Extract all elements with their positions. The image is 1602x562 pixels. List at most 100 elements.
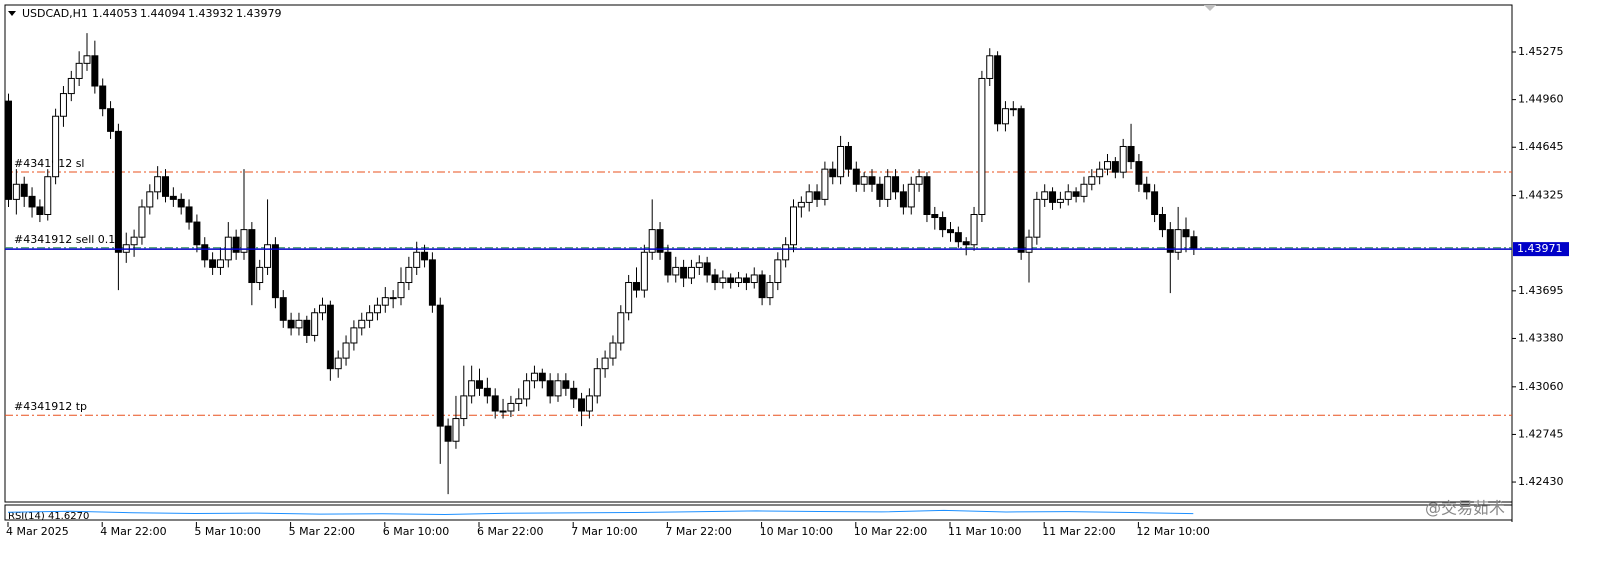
candle-body: [75, 62, 83, 79]
candle-body: [609, 342, 617, 359]
candle-body: [358, 319, 366, 329]
candle-body: [1158, 214, 1166, 231]
candle-body: [868, 176, 876, 185]
candle-body: [146, 191, 154, 208]
candle-body: [625, 282, 633, 314]
x-tick-label: 4 Mar 22:00: [100, 525, 166, 538]
candle-body: [91, 55, 99, 87]
candle-body: [633, 282, 640, 291]
x-tick-label: 11 Mar 22:00: [1042, 525, 1115, 538]
candle-body: [970, 214, 978, 246]
candle-body: [790, 206, 797, 246]
candle-body: [413, 251, 421, 268]
candle-body: [52, 115, 60, 178]
y-tick-label: 1.43695: [1518, 284, 1564, 297]
candle-body: [381, 297, 389, 306]
rsi-panel: [4, 504, 1513, 521]
candle-body: [1056, 198, 1064, 203]
candle-body: [436, 304, 444, 427]
candle-body: [154, 176, 162, 193]
candle-body: [805, 191, 813, 203]
candle-body: [727, 277, 735, 284]
candle-body: [530, 372, 538, 382]
candle-body: [844, 145, 852, 170]
x-tick-label: 4 Mar 2025: [6, 525, 69, 538]
candle-body: [947, 229, 954, 234]
candle-body: [1174, 229, 1182, 253]
candle-body: [1182, 229, 1190, 238]
candle-body: [303, 319, 311, 336]
candle-body: [711, 274, 719, 284]
candle-body: [1166, 229, 1174, 253]
candle-body: [742, 277, 750, 284]
candle-body: [931, 214, 939, 219]
candle-body: [452, 418, 460, 442]
candle-body: [271, 244, 279, 299]
candle-body: [664, 251, 672, 276]
candle-body: [264, 244, 272, 268]
candle-body: [1009, 108, 1017, 111]
candle-body: [1111, 161, 1119, 173]
candle-body: [334, 357, 342, 370]
candle-body: [1001, 108, 1009, 125]
y-tick-label: 1.42430: [1518, 475, 1564, 488]
header-arrow: [8, 11, 16, 16]
candle-body: [703, 262, 711, 276]
candle-body: [491, 395, 499, 412]
candle-body: [405, 266, 413, 284]
candle-body: [130, 236, 138, 246]
candle-body: [287, 319, 295, 329]
candle-body: [83, 55, 91, 64]
candle-body: [468, 380, 476, 397]
candle-body: [585, 395, 593, 412]
header-value: 1.43932: [188, 7, 234, 20]
candle-body: [593, 368, 601, 397]
scroll-marker: [1204, 5, 1216, 11]
header-value: 1.43979: [236, 7, 282, 20]
candle-body: [570, 387, 578, 400]
candle-body: [169, 195, 177, 200]
x-tick-label: 5 Mar 10:00: [194, 525, 260, 538]
candle-body: [319, 304, 326, 314]
candle-body: [185, 206, 193, 223]
candle-body: [507, 402, 515, 412]
candle-body: [1190, 236, 1198, 249]
candle-body: [342, 342, 350, 359]
candle-body: [138, 206, 146, 238]
candle-body: [1096, 168, 1104, 178]
candle-body: [758, 274, 766, 299]
candle-body: [640, 251, 648, 291]
candle-body: [538, 372, 546, 382]
candle-body: [899, 191, 907, 208]
candle-body: [373, 304, 381, 314]
candle-body: [876, 183, 884, 200]
candle-body: [1049, 191, 1057, 203]
candle-body: [421, 251, 429, 261]
candle-body: [837, 145, 845, 178]
candle-body: [193, 221, 201, 246]
candle-body: [774, 259, 782, 284]
candle-body: [986, 55, 994, 79]
candle-body: [350, 327, 358, 344]
candle-body: [201, 244, 209, 261]
candle-body: [546, 380, 554, 397]
candle-body: [1072, 191, 1080, 197]
rsi-label: RSI(14) 41.6270: [8, 511, 89, 522]
candle-body: [476, 380, 483, 389]
candle-body: [256, 266, 264, 284]
candle-body: [240, 229, 248, 253]
candle-body: [1143, 183, 1151, 193]
candle-body: [5, 100, 12, 200]
candle-body: [892, 176, 900, 193]
candle-body: [67, 77, 75, 95]
candle-body: [36, 206, 44, 216]
order-label: #4341912 sell 0.1: [14, 233, 115, 246]
candle-body: [515, 398, 523, 404]
candle-body: [695, 262, 703, 268]
candle-body: [554, 380, 562, 397]
watermark: @交易茹术: [1425, 499, 1505, 518]
x-tick-label: 10 Mar 10:00: [760, 525, 833, 538]
y-tick-label: 1.44960: [1518, 93, 1564, 106]
